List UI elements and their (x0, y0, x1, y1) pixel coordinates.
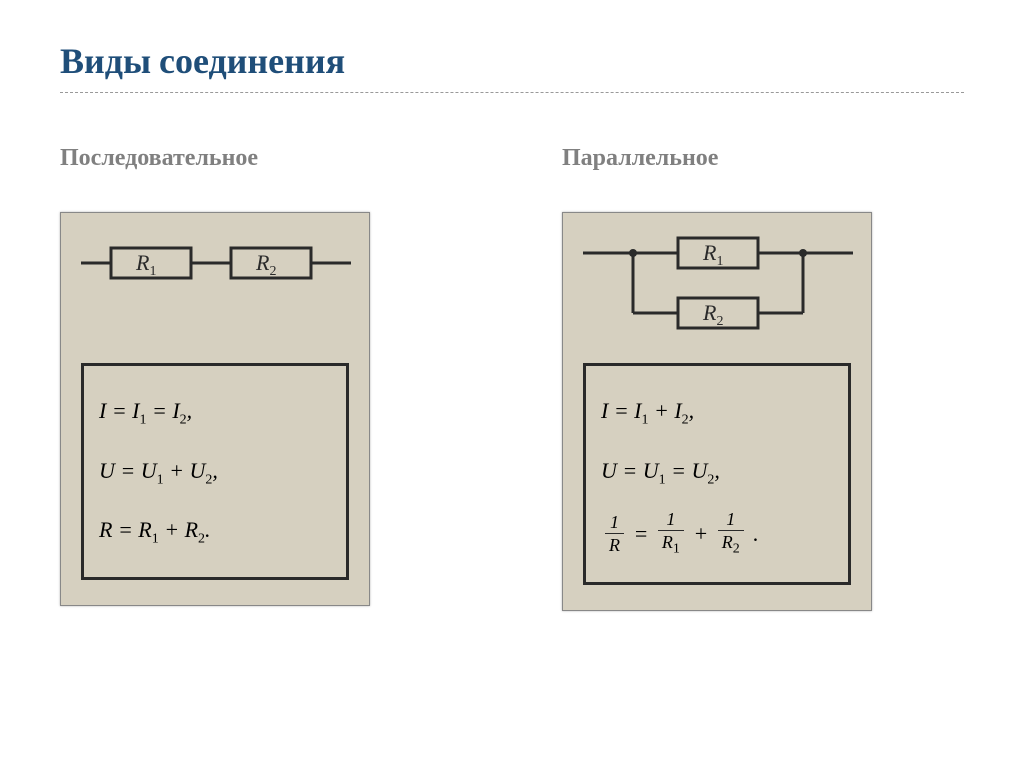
columns-container: Последовательное R1 R2 I = I1 = I2, (60, 143, 964, 611)
parallel-formulas: I = I1 + I2, U = U1 = U2, 1R = 1R1 + 1R2… (583, 363, 851, 585)
title-divider (60, 92, 964, 93)
series-voltage-formula: U = U1 + U2, (99, 451, 331, 493)
parallel-column: Параллельное R1 (562, 143, 964, 611)
series-circuit-svg: R1 R2 (81, 228, 351, 298)
parallel-subtitle: Параллельное (562, 143, 964, 172)
series-column: Последовательное R1 R2 I = I1 = I2, (60, 143, 462, 611)
series-resistance-formula: R = R1 + R2. (99, 510, 331, 552)
series-panel: R1 R2 I = I1 = I2, U = U1 + U2, R = R1 +… (60, 212, 370, 606)
series-current-formula: I = I1 = I2, (99, 391, 331, 433)
page-title: Виды соединения (60, 40, 964, 82)
parallel-current-formula: I = I1 + I2, (601, 391, 833, 433)
parallel-panel: R1 R2 I = I1 + I2, U = U1 = U2, 1R (562, 212, 872, 611)
parallel-resistance-formula: 1R = 1R1 + 1R2 . (601, 510, 833, 557)
parallel-voltage-formula: U = U1 = U2, (601, 451, 833, 493)
series-circuit: R1 R2 (81, 228, 349, 348)
series-subtitle: Последовательное (60, 143, 462, 172)
parallel-circuit: R1 R2 (583, 228, 851, 348)
series-formulas: I = I1 = I2, U = U1 + U2, R = R1 + R2. (81, 363, 349, 580)
parallel-circuit-svg: R1 R2 (583, 228, 853, 348)
